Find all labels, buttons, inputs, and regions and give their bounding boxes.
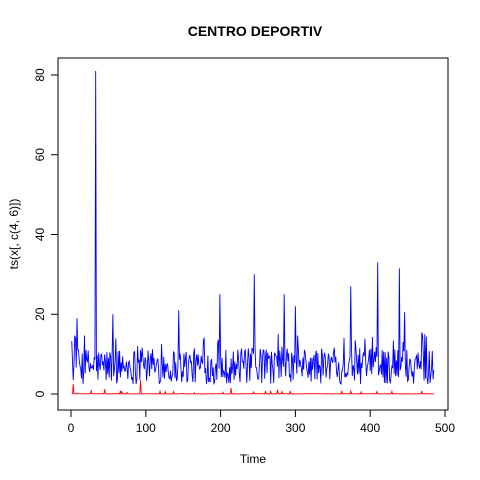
y-tick-label: 80: [33, 68, 47, 82]
y-axis: 0 20 40 60 80: [33, 68, 59, 397]
y-tick-label: 40: [33, 228, 47, 242]
y-tick-label: 20: [33, 307, 47, 321]
y-tick-label: 0: [33, 390, 47, 397]
y-tick-label: 60: [33, 148, 47, 162]
y-axis-label: ts(x[, c(4, 6)]): [7, 199, 21, 270]
x-tick-label: 0: [68, 421, 75, 435]
x-axis: 0 100 200 300 400 500: [68, 409, 455, 435]
series-line-1: [71, 71, 435, 386]
series-line-2: [71, 380, 434, 396]
x-tick-label: 200: [211, 421, 231, 435]
x-tick-label: 400: [360, 421, 380, 435]
x-tick-label: 300: [285, 421, 305, 435]
x-axis-label: Time: [240, 452, 267, 466]
x-tick-label: 100: [136, 421, 156, 435]
x-tick-label: 500: [435, 421, 455, 435]
series-layer: [71, 71, 435, 396]
chart-title: CENTRO DEPORTIV: [188, 23, 323, 39]
